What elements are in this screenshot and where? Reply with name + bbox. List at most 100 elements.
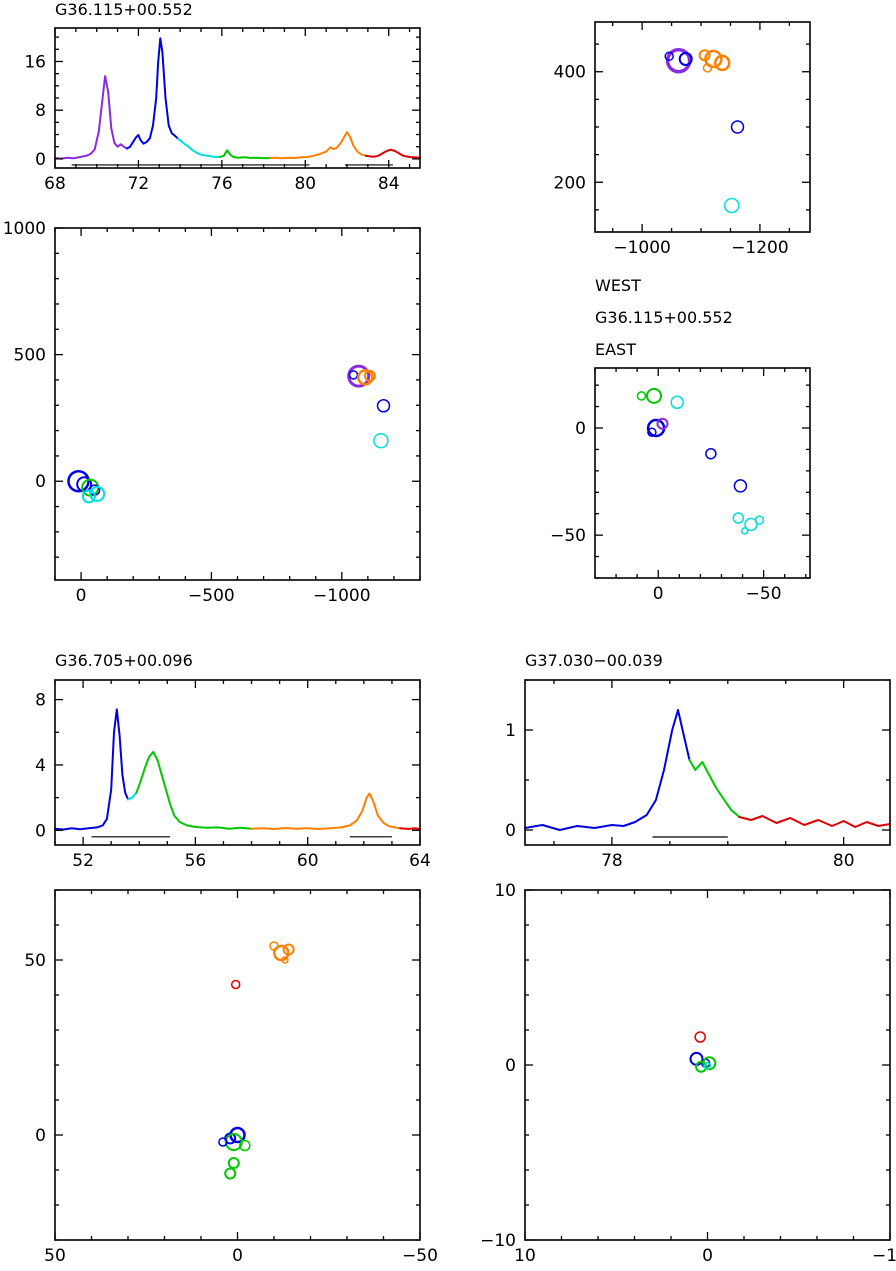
x-tick-label: 68 xyxy=(44,174,66,194)
maser-spot-cyan xyxy=(703,1062,712,1070)
axis-frame xyxy=(594,367,811,579)
y-tick-label: 50 xyxy=(24,951,46,971)
y-tick-label: 16 xyxy=(24,53,46,73)
x-tick-label: 64 xyxy=(409,851,431,871)
maser-spot-blue xyxy=(67,469,90,493)
maser-spot-cyan xyxy=(373,432,389,449)
spectrum-segment-green xyxy=(135,750,253,830)
y-tick-label: 0 xyxy=(575,419,586,439)
label-west: WEST xyxy=(595,276,641,295)
axis-frame xyxy=(54,27,421,169)
maser-spot-orange xyxy=(269,941,279,951)
maser-spot-blue xyxy=(376,399,391,413)
panel-g36705-map: 50 0 −50 0 50 xyxy=(24,889,438,1266)
maser-spot-blue xyxy=(705,447,717,460)
spectrum-segment-blue xyxy=(54,708,129,831)
y-tick-label: 0 xyxy=(35,1126,46,1146)
y-tick-label: 0 xyxy=(35,821,46,841)
axis-frame xyxy=(524,889,891,1241)
y-tick-label: 8 xyxy=(35,691,46,711)
axis-frame xyxy=(594,21,811,233)
maser-spot-cyan xyxy=(89,485,106,502)
y-tick-label: 10 xyxy=(494,881,516,901)
maser-spot-green xyxy=(636,391,647,401)
x-tick-label: 80 xyxy=(833,851,855,871)
maser-spot-blue xyxy=(348,370,359,380)
x-tick-label: −1000 xyxy=(613,238,671,258)
y-tick-label: 0 xyxy=(505,1056,516,1076)
y-tick-label: 8 xyxy=(35,101,46,121)
spectrum-segment-red xyxy=(364,148,421,159)
label-source-name: G36.115+00.552 xyxy=(595,308,733,327)
spectrum-segment-cyan xyxy=(177,137,221,158)
maser-spot-cyan xyxy=(81,489,96,504)
spectrum-segment-red xyxy=(399,827,421,830)
maser-spot-purple xyxy=(347,364,371,388)
y-tick-label: 200 xyxy=(554,173,586,193)
maser-spot-cyan xyxy=(754,515,765,525)
x-tick-label: −50 xyxy=(402,1246,438,1266)
maser-spot-orange xyxy=(713,54,731,72)
maser-spot-green xyxy=(695,1060,708,1073)
spectrum-segment-orange xyxy=(268,131,367,160)
spectrum-segment-green xyxy=(218,149,271,160)
panel-g36115-map: 0 −500 −1000 0 500 1000 xyxy=(3,219,421,606)
maser-spot-blue xyxy=(647,427,657,438)
maser-spot-blue xyxy=(733,479,748,493)
maser-spot-green xyxy=(227,1157,240,1169)
maser-spot-blue xyxy=(218,1137,228,1147)
maser-spot-cyan xyxy=(732,512,745,524)
x-tick-label: 76 xyxy=(211,174,233,194)
panel-g37030-spectrum: 78 80 0 1 xyxy=(505,679,891,871)
spectrum-segment-purple xyxy=(54,75,128,160)
maser-spot-blue xyxy=(730,120,745,134)
x-tick-label: 80 xyxy=(294,174,316,194)
x-tick-label: 0 xyxy=(702,1246,713,1266)
maser-spot-cyan xyxy=(723,197,740,214)
x-tick-label: 50 xyxy=(44,1246,66,1266)
y-tick-label: 0 xyxy=(505,821,516,841)
maser-spot-green xyxy=(239,1139,251,1152)
spectrum-segment-blue xyxy=(126,37,180,150)
x-tick-label: 0 xyxy=(232,1246,243,1266)
y-tick-label: 400 xyxy=(554,63,586,83)
maser-spot-green xyxy=(224,1167,237,1180)
x-tick-label: 78 xyxy=(601,851,623,871)
axis-frame xyxy=(524,679,891,846)
y-tick-label: −10 xyxy=(480,1231,516,1251)
maser-spot-cyan xyxy=(670,395,684,410)
maser-spot-cyan xyxy=(744,517,758,532)
spectrum-segment-red xyxy=(738,815,891,828)
y-tick-label: 0 xyxy=(35,150,46,170)
maser-spot-orange xyxy=(282,943,295,956)
spectrum-segment-orange xyxy=(250,792,402,830)
spectrum-segment-cyan xyxy=(127,791,138,801)
panel-title-g37030: G37.030−00.039 xyxy=(525,651,663,670)
axis-frame xyxy=(54,227,421,581)
panel-g36705-spectrum: 52 56 60 64 0 4 8 xyxy=(35,679,431,871)
spectrum-segment-blue xyxy=(524,709,691,831)
maser-spot-orange xyxy=(363,369,376,382)
label-east: EAST xyxy=(595,340,636,359)
axis-frame xyxy=(54,679,421,846)
maser-spot-red xyxy=(230,979,241,990)
y-tick-label: 0 xyxy=(35,472,46,492)
x-tick-label: 72 xyxy=(128,174,150,194)
axis-frame xyxy=(54,889,421,1241)
maser-spot-blue xyxy=(664,51,674,62)
x-tick-label: 52 xyxy=(72,851,94,871)
spectrum-segment-green xyxy=(688,759,741,818)
x-tick-label: 10 xyxy=(514,1246,536,1266)
maser-spot-orange xyxy=(702,63,713,73)
maser-spot-green xyxy=(646,387,662,404)
x-tick-label: −1000 xyxy=(313,586,371,606)
panel-title-g36115: G36.115+00.552 xyxy=(55,0,193,19)
x-tick-label: 60 xyxy=(297,851,319,871)
x-tick-label: 0 xyxy=(76,586,87,606)
maser-spot-red xyxy=(694,1031,706,1043)
y-tick-label: 1 xyxy=(505,721,516,741)
maser-spot-orange xyxy=(704,49,723,69)
y-tick-label: −50 xyxy=(550,526,586,546)
x-tick-label: −1200 xyxy=(731,238,789,258)
